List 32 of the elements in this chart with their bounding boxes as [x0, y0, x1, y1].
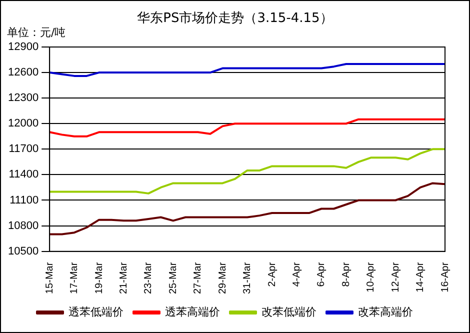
x-tick-label: 10-Apr: [366, 262, 377, 292]
x-tick-label: 4-Apr: [291, 262, 302, 287]
legend-label: 透苯低端价: [68, 306, 124, 319]
y-tick-label: 11400: [8, 168, 39, 181]
x-tick-label: 6-Apr: [316, 262, 328, 287]
x-tick-label: 21-Mar: [118, 262, 130, 294]
x-tick-label: 31-Mar: [242, 262, 254, 294]
x-tick-label: 8-Apr: [340, 262, 352, 287]
y-tick-label: 12600: [8, 66, 39, 79]
legend-label: 改苯低端价: [262, 306, 316, 319]
y-tick-label: 11100: [10, 194, 39, 206]
y-tick-label: 10500: [8, 245, 39, 258]
x-tick-label: 27-Mar: [192, 262, 204, 294]
x-tick-label: 23-Mar: [143, 262, 154, 294]
x-tick-label: 12-Apr: [390, 262, 402, 292]
y-tick-label: 12000: [8, 118, 39, 130]
x-tick-label: 29-Mar: [217, 262, 228, 294]
y-tick-label: 12300: [8, 92, 39, 104]
y-tick-label: 10800: [8, 220, 39, 232]
x-tick-label: 25-Mar: [168, 262, 179, 294]
chart-title: 华东PS市场价走势（3.15-4.15）: [136, 10, 334, 27]
y-axis-title: 单位：元/吨: [7, 25, 66, 40]
x-tick-label: 2-Apr: [266, 262, 278, 287]
x-tick-label: 19-Mar: [94, 262, 105, 294]
x-tick-label: 17-Mar: [69, 262, 80, 294]
legend-label: 改苯高端价: [358, 306, 413, 319]
y-tick-label: 12900: [8, 41, 39, 54]
legend-label: 透苯高端价: [165, 306, 220, 319]
x-tick-label: 15-Mar: [44, 262, 56, 294]
x-tick-label: 14-Apr: [415, 262, 426, 292]
x-tick-label: 16-Apr: [440, 262, 451, 292]
y-tick-label: 11700: [8, 143, 39, 156]
